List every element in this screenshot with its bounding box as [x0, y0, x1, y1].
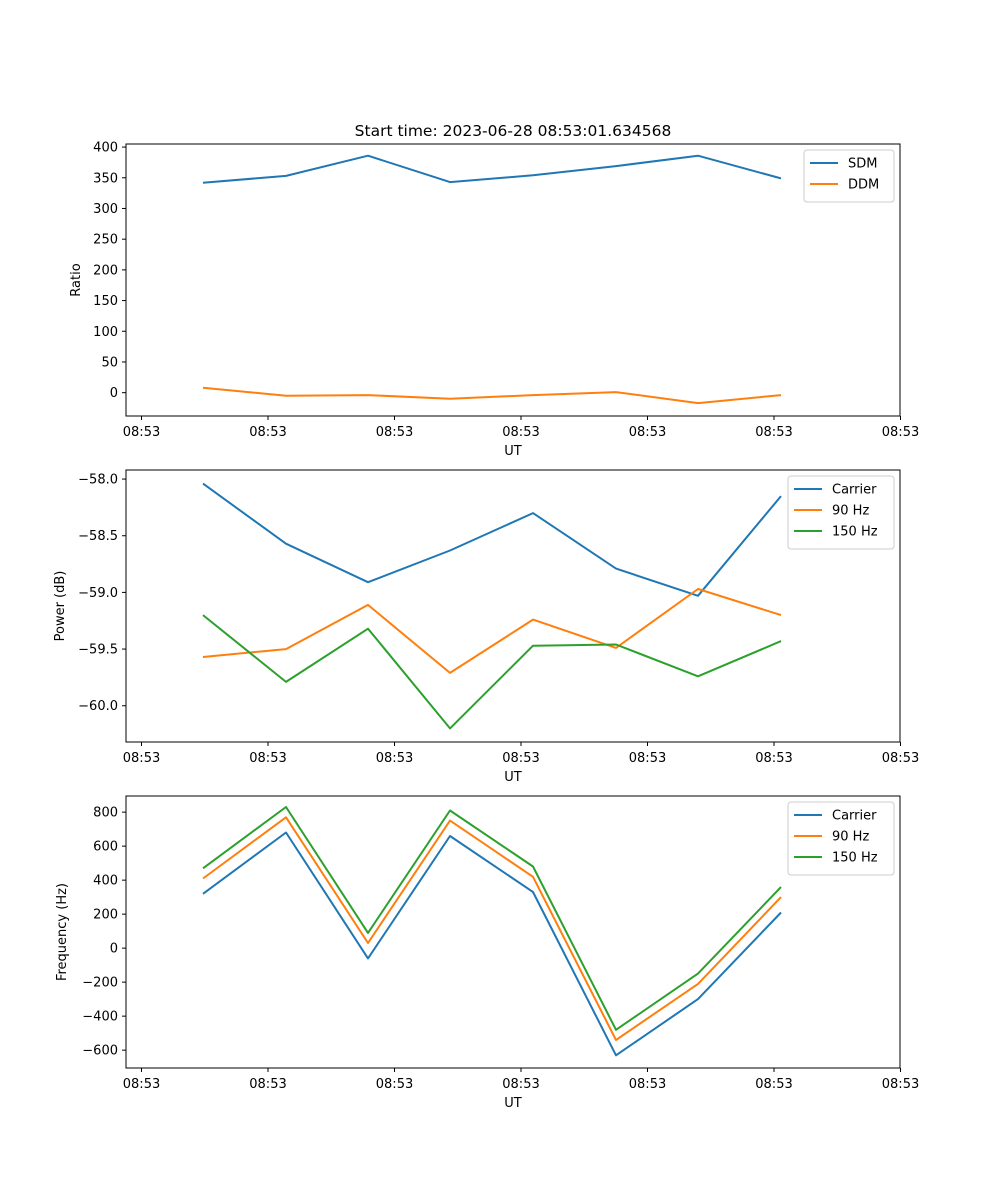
x-tick-label: 08:53: [376, 1077, 413, 1092]
plot-frame: [125, 469, 901, 743]
y-tick-label: 150: [93, 294, 118, 309]
y-axis-label: Frequency (Hz): [55, 883, 70, 981]
x-tick-label: 08:53: [249, 751, 286, 766]
y-tick-label: 100: [93, 325, 118, 340]
chart-panel-2: −58.0 −58.5 −59.0 −59.5 −60.0 08:53 08:53 08:53…: [53, 469, 919, 785]
plot-frame: [125, 795, 901, 1069]
x-tick-label: 08:53: [755, 425, 792, 440]
x-tick-label: 08:53: [249, 1077, 286, 1092]
legend: Carrier 90 Hz 150 Hz: [787, 475, 895, 550]
x-tick-label: 08:53: [755, 1077, 792, 1092]
series-line-carrier: [202, 482, 782, 597]
legend: SDM DDM: [803, 149, 895, 203]
plot-frame: [125, 143, 901, 417]
y-tick-label: 400: [93, 874, 118, 889]
y-tick-label: −60.0: [78, 699, 118, 714]
figure-title: Start time: 2023-06-28 08:53:01.634568: [355, 122, 672, 140]
x-tick-label: 08:53: [376, 425, 413, 440]
x-tick-label: 08:53: [502, 425, 539, 440]
legend-label: 90 Hz: [832, 830, 869, 845]
y-tick-label: −58.0: [78, 473, 118, 488]
y-axis-label: Power (dB): [53, 571, 68, 642]
x-tick-label: 08:53: [629, 425, 666, 440]
legend-label: SDM: [848, 157, 877, 172]
chart-panel-1: 0 50 100 150 200 250 300 350 400 08:53 08:53 08:53 0…: [69, 141, 919, 459]
x-tick-label: 08:53: [502, 751, 539, 766]
y-tick-label: 600: [93, 840, 118, 855]
y-tick-label: 300: [93, 202, 118, 217]
series-line-150-hz: [202, 614, 782, 730]
series-line-carrier: [202, 831, 782, 1057]
x-axis-label: UT: [504, 444, 522, 459]
series-line-90-hz: [202, 588, 782, 674]
chart-panel-3: 800 600 400 200 0 −200 −400 −600 08:53 08:53 08:53…: [55, 795, 919, 1111]
y-axis-label: Ratio: [69, 263, 84, 296]
series-line-90-hz: [202, 816, 782, 1041]
y-tick-label: 250: [93, 233, 118, 248]
series-line-ddm: [202, 386, 782, 405]
x-tick-label: 08:53: [123, 751, 160, 766]
y-tick-label: −400: [82, 1010, 118, 1025]
x-tick-label: 08:53: [629, 751, 666, 766]
x-tick-label: 08:53: [376, 751, 413, 766]
y-tick-label: 400: [93, 141, 118, 156]
x-tick-label: 08:53: [502, 1077, 539, 1092]
y-tick-label: 350: [93, 171, 118, 186]
y-tick-label: 0: [110, 942, 118, 957]
y-tick-label: 0: [110, 386, 118, 401]
legend-label: Carrier: [832, 483, 877, 498]
legend-label: Carrier: [832, 809, 877, 824]
x-tick-label: 08:53: [249, 425, 286, 440]
legend-label: 90 Hz: [832, 504, 869, 519]
x-tick-label: 08:53: [882, 1077, 919, 1092]
y-tick-label: 50: [101, 355, 118, 370]
legend-label: 150 Hz: [832, 525, 878, 540]
x-tick-label: 08:53: [123, 425, 160, 440]
y-tick-label: −58.5: [78, 529, 118, 544]
y-tick-label: −200: [82, 976, 118, 991]
x-tick-label: 08:53: [882, 425, 919, 440]
y-tick-label: −59.0: [78, 586, 118, 601]
legend: Carrier 90 Hz 150 Hz: [787, 801, 895, 876]
x-axis-label: UT: [504, 770, 522, 785]
x-tick-label: 08:53: [629, 1077, 666, 1092]
legend-label: DDM: [848, 178, 879, 193]
legend-label: 150 Hz: [832, 851, 878, 866]
y-tick-label: −600: [82, 1044, 118, 1059]
y-tick-label: 200: [93, 908, 118, 923]
x-tick-label: 08:53: [123, 1077, 160, 1092]
y-tick-label: −59.5: [78, 643, 118, 658]
x-tick-label: 08:53: [882, 751, 919, 766]
y-tick-label: 200: [93, 263, 118, 278]
x-tick-label: 08:53: [755, 751, 792, 766]
x-axis-label: UT: [504, 1096, 522, 1111]
series-line-sdm: [202, 154, 782, 184]
y-tick-label: 800: [93, 806, 118, 821]
series-line-150-hz: [202, 806, 782, 1031]
